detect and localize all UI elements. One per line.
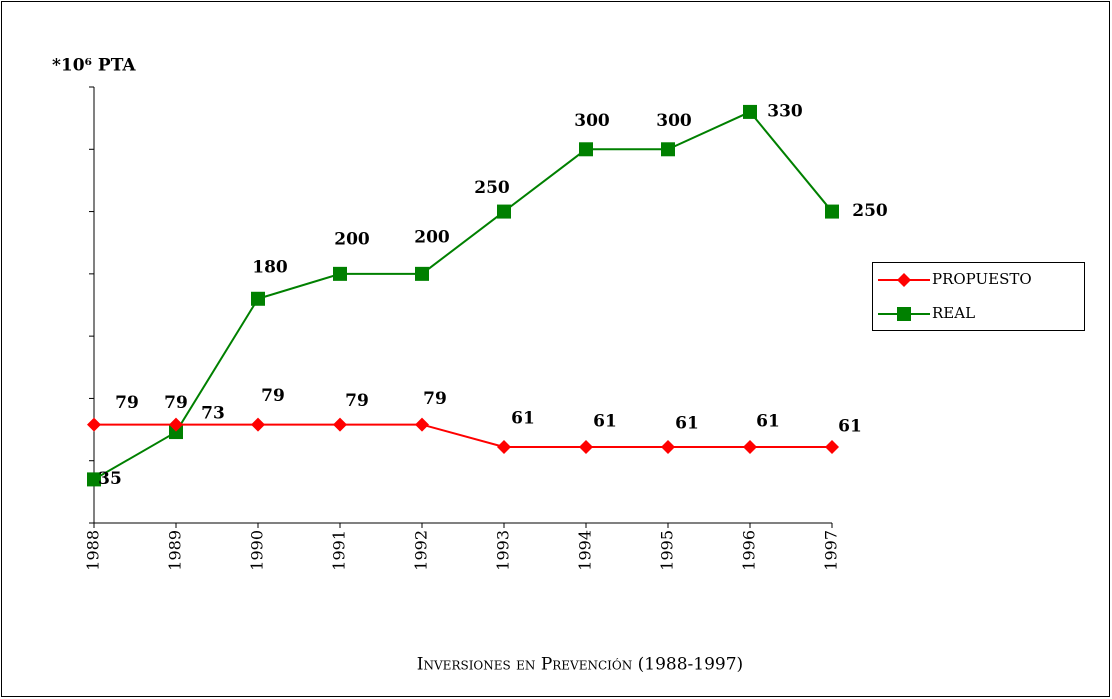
data-label: 330	[767, 101, 803, 121]
point	[743, 440, 757, 455]
x-tick-label: 1995	[658, 530, 677, 571]
x-tick-label: 1991	[330, 530, 349, 571]
point	[251, 291, 265, 306]
data-label: 79	[164, 393, 188, 413]
point	[579, 440, 593, 455]
x-tick-label: 1989	[166, 530, 185, 571]
point	[251, 417, 265, 432]
data-label: 300	[574, 111, 610, 131]
data-label: 300	[656, 111, 692, 131]
data-label: 180	[252, 257, 288, 277]
point	[825, 204, 839, 219]
x-tick-label: 1988	[84, 530, 103, 571]
x-tick-label: 1996	[740, 530, 759, 571]
data-label: 79	[423, 389, 447, 409]
data-label: 250	[474, 178, 510, 198]
point	[415, 266, 429, 281]
data-label: 250	[852, 201, 888, 221]
x-tick-label: 1990	[248, 530, 267, 571]
point	[497, 440, 511, 455]
point	[87, 417, 101, 432]
legend-label: REAL	[932, 304, 975, 322]
series-line	[93, 110, 833, 481]
legend-marker	[897, 307, 911, 321]
point	[825, 440, 839, 455]
data-label: 61	[511, 409, 535, 429]
data-label: 79	[115, 393, 139, 413]
point	[87, 472, 101, 487]
x-tick-label: 1997	[822, 530, 841, 571]
data-label: 200	[414, 227, 450, 247]
point	[497, 204, 511, 219]
data-label: 79	[345, 391, 369, 411]
chart-title: Inversiones en Prevención (1988-1997)	[417, 655, 743, 675]
data-label: 73	[201, 404, 225, 424]
legend-label: PROPUESTO	[932, 270, 1032, 288]
data-label: 61	[838, 417, 862, 437]
data-label: 35	[98, 469, 122, 489]
point	[169, 425, 183, 440]
data-label: 79	[261, 386, 285, 406]
data-label: 61	[675, 414, 699, 434]
point	[415, 417, 429, 432]
data-label: 61	[593, 412, 617, 432]
point	[661, 142, 675, 157]
legend-marker	[897, 273, 911, 287]
legend	[872, 262, 1085, 331]
x-tick-label: 1992	[412, 530, 431, 571]
data-label: 61	[756, 412, 780, 432]
data-label: 200	[334, 229, 370, 249]
x-tick-label: 1993	[494, 530, 513, 571]
series-line	[94, 423, 832, 449]
point	[333, 266, 347, 281]
point	[169, 417, 183, 432]
point	[661, 440, 675, 455]
point	[333, 417, 347, 432]
point	[579, 142, 593, 157]
y-axis-label: *10⁶ PTA	[52, 56, 136, 76]
point	[743, 104, 757, 119]
x-tick-label: 1994	[576, 530, 595, 571]
